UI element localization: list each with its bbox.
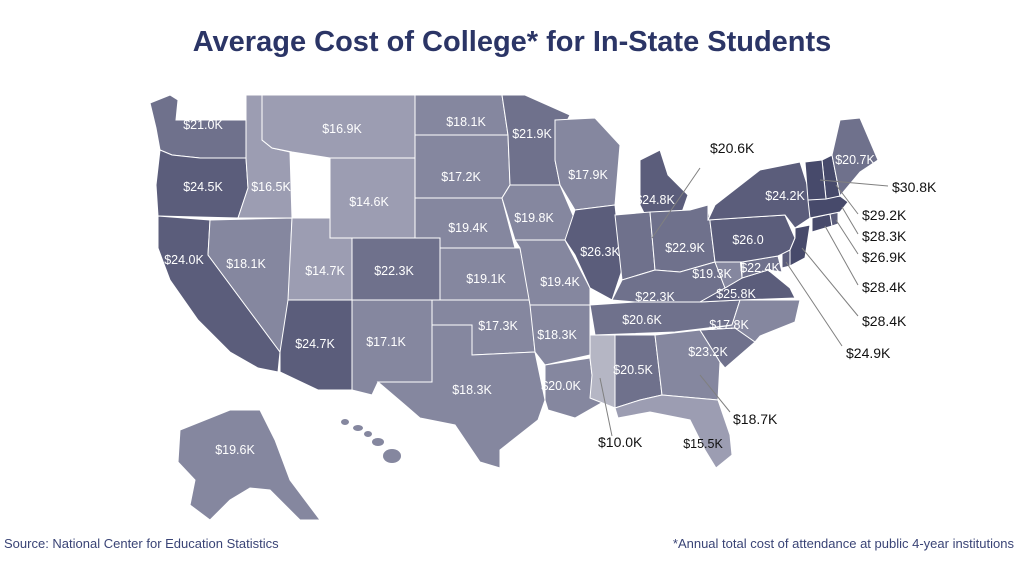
state-tx	[376, 324, 546, 469]
value-label-ut: $14.7K	[305, 264, 345, 278]
state-ms	[589, 334, 616, 409]
value-label-nd: $18.1K	[446, 115, 486, 129]
value-label-ia: $19.8K	[514, 211, 554, 225]
value-label-oh: $22.9K	[665, 241, 705, 255]
state-ga	[654, 329, 721, 401]
value-label-sd: $17.2K	[441, 170, 481, 184]
state-vt	[804, 159, 827, 201]
value-labels: $21.0K $24.5K $24.0K $16.5K $18.1K $16.9K $14.…	[164, 115, 875, 457]
value-label-ak: $19.6K	[215, 443, 255, 457]
map-title: Average Cost of College* for In-State St…	[192, 26, 832, 58]
value-label-ca: $24.0K	[164, 253, 204, 267]
callout-label-in: $20.6K	[710, 140, 755, 156]
value-label-ne: $19.4K	[448, 221, 488, 235]
value-label-wv: $19.3K	[692, 267, 732, 281]
callout-line-vt	[819, 179, 889, 187]
value-label-nm: $17.1K	[366, 335, 406, 349]
value-label-mn: $21.9K	[512, 127, 552, 141]
state-mi	[639, 149, 689, 226]
value-label-nc: $17.8K	[709, 318, 749, 332]
value-label-tx: $18.3K	[452, 383, 492, 397]
value-label-ks: $19.1K	[466, 272, 506, 286]
value-label-id: $16.5K	[251, 180, 291, 194]
state-layer	[149, 94, 879, 521]
state-fl	[614, 394, 733, 469]
value-label-az: $24.7K	[295, 337, 335, 351]
state-oh	[649, 204, 716, 273]
callout-label-ma: $28.3K	[862, 228, 907, 244]
value-label-va: $25.8K	[716, 287, 756, 301]
state-hi	[341, 419, 401, 463]
footnote: *Annual total cost of attendance at publ…	[672, 536, 1014, 551]
callout-label-nh: $29.2K	[862, 207, 907, 223]
state-in	[614, 211, 656, 281]
callout-label-de: $24.9K	[846, 345, 891, 361]
callout-line-ga	[699, 374, 731, 413]
source-note: Source: National Center for Education St…	[4, 536, 279, 551]
value-label-mi: $24.8K	[635, 193, 675, 207]
value-label-il: $26.3K	[580, 245, 620, 259]
state-pa	[707, 204, 796, 263]
callouts: $10.0K $18.7K $20.6K $30.8K $29.2K $28.3K $26.…	[598, 140, 937, 450]
callout-line-nj	[801, 247, 859, 317]
state-nc	[699, 299, 801, 343]
value-label-ny: $24.2K	[765, 189, 805, 203]
callout-line-ri	[835, 219, 859, 255]
callout-label-ri: $26.9K	[862, 249, 907, 265]
callout-line-ct	[824, 225, 859, 286]
value-label-md: $22.4K	[740, 261, 780, 275]
value-label-wi: $17.9K	[568, 168, 608, 182]
callout-label-ms: $10.0K	[598, 434, 643, 450]
value-label-nv: $18.1K	[226, 257, 266, 271]
value-label-al: $20.5K	[613, 363, 653, 377]
value-label-ok: $17.3K	[478, 319, 518, 333]
state-sd	[414, 134, 511, 199]
value-label-ky: $22.3K	[635, 290, 675, 304]
callout-label-ct: $28.4K	[862, 279, 907, 295]
value-label-mo: $19.4K	[540, 275, 580, 289]
value-label-fl: $15.5K	[683, 437, 723, 451]
callout-line-nh	[835, 184, 859, 215]
callout-line-in	[651, 167, 701, 239]
callout-line-ma	[841, 206, 859, 235]
state-nj	[789, 224, 811, 267]
value-label-or: $24.5K	[183, 180, 223, 194]
callout-line-ms	[599, 377, 613, 437]
value-label-co: $22.3K	[374, 264, 414, 278]
state-ak	[177, 409, 321, 521]
value-label-sc: $23.2K	[688, 345, 728, 359]
value-label-la: $20.0K	[541, 379, 581, 393]
callout-label-nj: $28.4K	[862, 313, 907, 329]
value-label-me: $20.7K	[835, 153, 875, 167]
value-label-pa: $26.0	[732, 233, 763, 247]
state-ar	[529, 304, 591, 366]
state-me	[831, 117, 879, 198]
callout-line-de	[785, 261, 843, 347]
callout-label-ga: $18.7K	[733, 411, 778, 427]
value-label-ar: $18.3K	[537, 328, 577, 342]
callout-label-vt: $30.8K	[892, 179, 937, 195]
value-label-tn: $20.6K	[622, 313, 662, 327]
value-label-wy: $14.6K	[349, 195, 389, 209]
value-label-mt: $16.9K	[322, 122, 362, 136]
value-label-wa: $21.0K	[183, 118, 223, 132]
